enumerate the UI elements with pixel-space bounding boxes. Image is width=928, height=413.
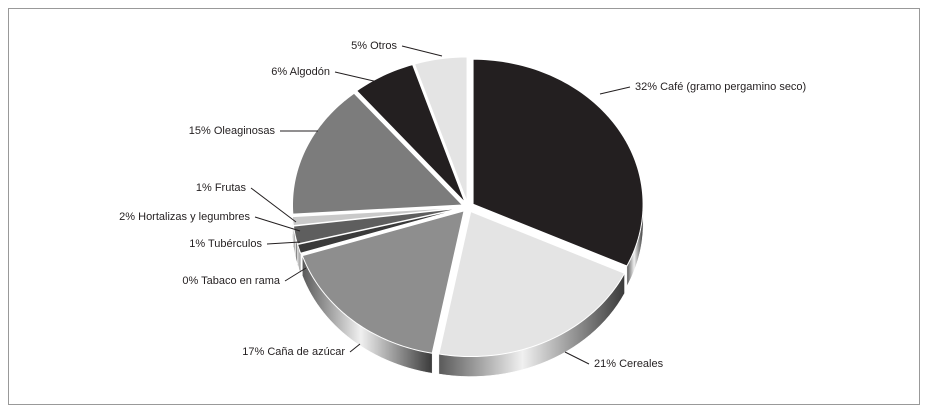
pie-slice xyxy=(291,206,463,227)
leader-line xyxy=(254,216,301,232)
slice-value-label: 32% xyxy=(635,81,657,93)
pie-slice xyxy=(292,207,463,245)
slice-category-label: Café (gramo pergamino seco) xyxy=(660,81,806,93)
pie-slice xyxy=(355,64,466,203)
slice-label: 32% Café (gramo pergamino seco) xyxy=(635,81,806,93)
slice-value-label: 6% xyxy=(271,66,287,78)
pie-slice xyxy=(301,210,465,354)
slice-category-label: Hortalizas y legumbres xyxy=(138,211,250,223)
slice-label: 2% Hortalizas y legumbres xyxy=(119,211,250,223)
slice-category-label: Oleaginosas xyxy=(214,125,276,137)
leader-line xyxy=(284,267,307,282)
slice-value-label: 15% xyxy=(189,125,211,137)
slice-value-label: 2% xyxy=(119,211,135,223)
slice-label: 1% Frutas xyxy=(196,182,247,194)
pie-labels: 32% Café (gramo pergamino seco) 21% Cerea… xyxy=(119,40,806,370)
slice-value-label: 1% xyxy=(189,238,205,250)
leader-line xyxy=(599,86,631,95)
pie-slice xyxy=(292,92,464,215)
leader-line xyxy=(564,351,590,365)
slice-category-label: Frutas xyxy=(215,182,247,194)
leader-line xyxy=(401,45,443,57)
slice-value-label: 5% xyxy=(351,40,367,52)
slice-label: 6% Algodón xyxy=(271,66,330,78)
slice-category-label: Algodón xyxy=(290,66,330,78)
pie-slice xyxy=(413,56,468,203)
leader-line xyxy=(334,71,379,83)
slice-label: 5% Otros xyxy=(351,40,397,52)
slice-value-label: 0% xyxy=(182,275,198,287)
slice-value-label: 21% xyxy=(594,358,616,370)
slice-label: 17% Caña de azúcar xyxy=(242,346,345,358)
slice-value-label: 1% xyxy=(196,182,212,194)
slice-category-label: Tabaco en rama xyxy=(201,275,281,287)
slice-category-label: Otros xyxy=(370,40,397,52)
slice-category-label: Caña de azúcar xyxy=(267,346,345,358)
pie-sides xyxy=(292,204,644,377)
slice-label: 0% Tabaco en rama xyxy=(182,275,281,287)
slice-label: 21% Cereales xyxy=(594,358,664,370)
pie-slice xyxy=(472,58,644,267)
leader-line xyxy=(250,187,297,223)
slice-value-label: 17% xyxy=(242,346,264,358)
slice-category-label: Tubérculos xyxy=(208,238,263,250)
leader-line xyxy=(266,241,301,245)
slice-category-label: Cereales xyxy=(619,358,664,370)
pie-slice xyxy=(438,210,626,358)
leader-line xyxy=(349,343,361,353)
slice-label: 15% Oleaginosas xyxy=(189,125,276,137)
slice-label: 1% Tubérculos xyxy=(189,238,262,250)
pie-tops xyxy=(291,56,644,358)
